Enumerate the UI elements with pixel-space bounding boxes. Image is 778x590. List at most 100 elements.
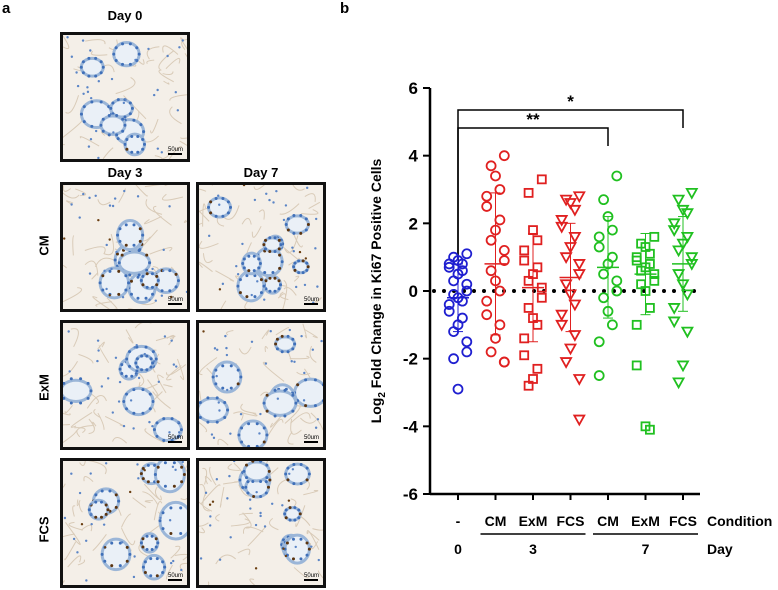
tissue-pattern — [63, 35, 187, 159]
row-label-fcs: FCS — [36, 516, 52, 543]
data-point — [494, 214, 506, 226]
data-point — [606, 224, 618, 236]
day-title: Day — [707, 541, 733, 557]
condition-title: Condition — [707, 513, 772, 529]
data-point — [649, 275, 660, 286]
data-point — [485, 234, 497, 246]
data-point — [490, 224, 501, 236]
data-point — [631, 360, 642, 371]
data-point — [649, 269, 660, 279]
data-point — [559, 279, 573, 292]
tissue-pattern — [199, 461, 323, 585]
data-point — [457, 258, 468, 270]
data-point — [519, 333, 530, 344]
y-tick-label: -4 — [403, 417, 419, 436]
data-point — [568, 231, 582, 244]
tissue-pattern — [199, 323, 323, 447]
data-point — [598, 268, 610, 280]
y-tick-label: -2 — [403, 350, 418, 369]
data-point — [494, 184, 506, 195]
data-point — [461, 285, 473, 297]
panel-a-label: a — [2, 0, 11, 17]
data-point — [680, 326, 694, 339]
data-point — [685, 187, 699, 200]
data-point — [640, 286, 651, 296]
data-point — [498, 150, 510, 162]
data-point — [448, 353, 459, 365]
data-point — [593, 370, 605, 381]
y-axis-label: Log2 Fold Change in Ki67 Positive Cells — [368, 158, 388, 423]
data-point — [461, 278, 473, 290]
data-point — [490, 332, 501, 344]
data-point — [528, 225, 538, 236]
data-point — [672, 377, 686, 390]
panel-b-label: b — [340, 0, 350, 17]
data-point — [536, 292, 547, 303]
data-point — [481, 309, 493, 321]
day-label-3: 3 — [529, 541, 537, 557]
data-point — [667, 303, 681, 315]
data-point — [611, 275, 623, 287]
day-label-0: 0 — [454, 541, 462, 557]
data-point — [536, 174, 547, 185]
x-tick-label-fcs: FCS — [669, 513, 697, 529]
data-point — [602, 305, 614, 317]
tissue-pattern — [63, 461, 187, 585]
data-point — [680, 231, 694, 244]
data-point — [532, 235, 543, 246]
data-point — [667, 225, 681, 237]
y-tick-label: 4 — [409, 147, 419, 166]
data-point — [494, 285, 506, 297]
significance-label: * — [567, 92, 574, 111]
data-point — [498, 255, 510, 266]
data-point — [611, 285, 623, 297]
data-point — [649, 231, 660, 242]
data-point — [563, 242, 578, 254]
data-point — [555, 221, 569, 234]
data-point — [667, 218, 681, 231]
data-point — [676, 204, 690, 217]
data-point — [572, 374, 586, 386]
row-label-exm: ExM — [36, 374, 52, 401]
data-point — [680, 289, 694, 302]
x-tick-label-exm: ExM — [631, 513, 660, 529]
data-point — [523, 275, 534, 286]
data-point — [490, 170, 501, 182]
data-point — [519, 255, 530, 266]
x-tick-label-fcs: FCS — [557, 513, 585, 529]
data-point — [672, 245, 686, 258]
x-tick-label-exm: ExM — [519, 513, 548, 529]
day0-header: Day 0 — [107, 8, 143, 23]
data-point — [563, 198, 578, 210]
data-point — [667, 316, 681, 329]
data-point — [631, 255, 642, 266]
data-point — [448, 326, 459, 338]
data-point — [498, 356, 510, 368]
scale-bar: 50um — [303, 573, 319, 581]
data-point — [485, 346, 497, 358]
data-point — [606, 319, 618, 331]
data-point — [443, 261, 455, 273]
data-point — [555, 319, 569, 332]
data-point — [481, 201, 493, 212]
data-point — [519, 350, 530, 361]
data-point — [672, 194, 686, 207]
data-point — [680, 208, 694, 221]
data-point — [676, 360, 690, 373]
data-point — [676, 279, 690, 292]
data-point — [448, 275, 459, 287]
data-point — [519, 245, 530, 256]
y-tick-label: -6 — [403, 485, 418, 504]
day-label-7: 7 — [642, 541, 650, 557]
y-tick-label: 2 — [409, 214, 418, 233]
data-point — [461, 336, 473, 348]
tissue-pattern — [63, 323, 187, 447]
data-point — [572, 191, 586, 204]
micrograph-day7-exm: 50um — [196, 320, 326, 450]
data-point — [490, 275, 501, 287]
data-point — [461, 346, 473, 358]
micrograph-day3-exm: 50um — [60, 320, 190, 450]
data-point — [598, 194, 610, 206]
data-point — [559, 194, 573, 207]
data-point — [631, 319, 642, 330]
